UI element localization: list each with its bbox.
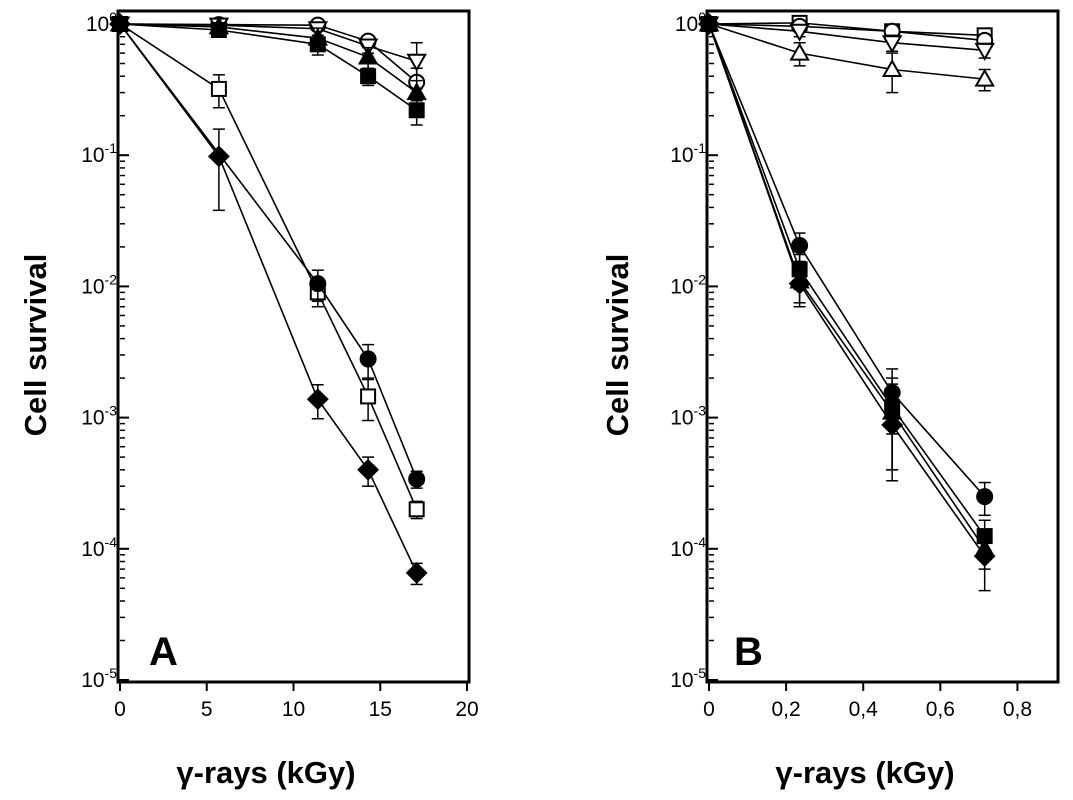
series-circle-open [111,15,426,102]
y-tick-label: 10-2 [81,271,117,298]
triangle-open-marker [881,58,903,77]
series-square-filled [112,16,425,126]
triangle-down-open-marker [406,53,427,72]
triangle-down-open-marker [881,35,903,54]
panel-b-y-axis-title: Cell survival [600,254,635,437]
x-tick-label: 0 [703,698,715,721]
diamond-filled-marker [207,145,230,168]
triangle-filled-marker [357,46,379,65]
panel-b-ticks: 00,20,40,60,810010-110-210-310-410-5 [670,9,1032,721]
circle-filled-marker [408,470,426,488]
series-circle-filled [700,15,994,517]
x-tick-label: 0,8 [1003,698,1032,721]
diamond-filled-marker [357,458,380,481]
series-line [708,23,986,550]
panel-b-frame [705,9,1060,684]
square-filled-marker [309,36,326,53]
x-tick-label: 20 [455,698,478,721]
series-line [708,23,986,557]
circle-filled-marker [791,236,809,254]
series-triangle-filled [109,13,427,109]
panel-a-y-axis-title: Cell survival [18,254,53,437]
circle-filled-marker [976,488,994,506]
panel-b-series [698,13,996,592]
y-tick-label: 10-4 [670,534,706,561]
triangle-down-open-marker [974,42,995,61]
panel-b-letter: B [734,630,763,674]
series-triangle-down-open [109,16,427,90]
panel-a-series [109,13,428,586]
square-filled-marker [408,102,425,119]
y-tick-label: 10-2 [670,271,706,298]
y-tick-label: 10-3 [670,403,706,430]
diamond-filled-marker [788,272,811,295]
series-line [708,23,985,80]
x-tick-label: 0 [114,698,126,721]
y-tick-label: 10-4 [81,534,117,561]
series-line [708,23,986,537]
x-tick-label: 5 [201,698,213,721]
x-tick-label: 15 [369,698,392,721]
panel-a-letter: A [149,630,178,674]
y-tick-label: 10-1 [81,140,117,167]
triangle-down-open-marker [789,23,810,42]
series-line [708,23,986,498]
square-open-marker [408,501,425,518]
diamond-filled-marker [881,413,904,436]
panel-a-x-axis-title: γ-rays (kGy) [176,755,355,790]
series-diamond-filled [698,13,996,592]
diamond-filled-marker [405,561,428,584]
triangle-open-marker [974,68,995,87]
series-line [119,23,418,574]
y-tick-label: 10-5 [81,665,117,692]
series-diamond-filled [109,13,428,586]
diamond-filled-marker [306,388,329,411]
x-tick-label: 0,2 [772,698,801,721]
circle-filled-marker [359,350,377,368]
panel-b: Cell survival γ-rays (kGy) B 0 0,2 0,4 0,6 0… [600,9,1060,790]
square-filled-marker [210,22,227,39]
circle-filled-marker [309,275,327,293]
series-square-open [112,16,425,520]
series-triangle-down-open [698,16,995,61]
y-tick-label: 10-1 [670,140,706,167]
series-circle-filled [111,15,426,489]
square-open-marker [360,388,377,405]
diamond-filled-marker [973,545,996,567]
panel-b-x-axis-title: γ-rays (kGy) [775,755,954,790]
series-square-filled [701,16,993,559]
diamond-filled-marker [698,13,720,35]
series-line [708,22,985,37]
x-tick-label: 10 [282,698,305,721]
panel-a: Cell survival γ-rays (kGy) A 05101520100… [18,9,479,790]
x-tick-label: 0,6 [926,698,955,721]
y-tick-label: 10-3 [81,403,117,430]
x-tick-label: 0,4 [849,698,879,721]
series-line [119,23,418,510]
series-line [119,23,418,480]
square-open-marker [210,80,227,97]
diamond-filled-marker [109,13,131,35]
series-line [708,23,985,42]
square-filled-marker [360,68,377,85]
series-circle-open [700,15,994,49]
series-line [708,23,985,52]
y-tick-label: 10-5 [670,665,706,692]
triangle-open-marker [789,42,810,61]
